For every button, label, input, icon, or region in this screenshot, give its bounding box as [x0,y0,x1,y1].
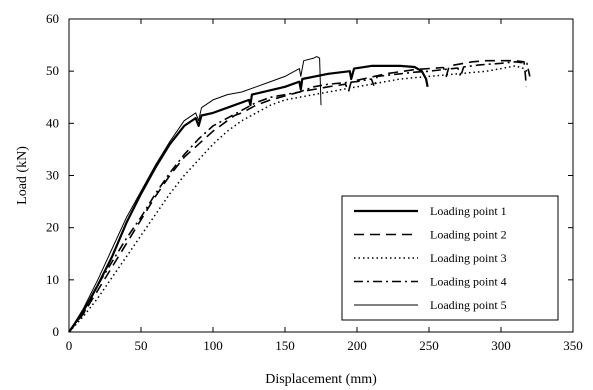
legend-label-3: Loading point 3 [430,251,507,265]
axis-tick-labels: 0 50 100 150 200 250 300 350 0 10 20 30 40 50 60 [46,11,583,353]
x-axis-title: Displacement (mm) [265,372,377,387]
y-tick-label: 30 [46,168,59,183]
y-tick-label: 10 [46,272,59,287]
y-axis-title: Load (kN) [15,146,30,205]
x-tick-label: 50 [135,338,148,353]
series-lines [68,56,531,333]
y-tick-label: 60 [46,11,59,26]
y-tick-label: 20 [46,220,59,235]
x-tick-label: 300 [491,338,511,353]
y-tick-label: 0 [53,324,60,339]
legend-label-2: Loading point 2 [430,228,507,242]
legend-label-1: Loading point 1 [430,204,507,218]
y-tick-label: 50 [46,63,59,78]
x-tick-label: 100 [203,338,223,353]
x-tick-label: 200 [347,338,367,353]
series-line-5 [68,56,322,333]
x-tick-label: 0 [66,338,73,353]
x-tick-label: 150 [275,338,295,353]
series-line-1 [68,64,429,333]
y-tick-label: 40 [46,115,59,130]
legend-label-4: Loading point 4 [430,275,507,289]
legend: Loading point 1 Loading point 2 Loading po… [341,195,559,321]
series-line-4 [68,61,531,333]
x-tick-label: 350 [563,338,583,353]
x-tick-label: 250 [419,338,439,353]
legend-label-5: Loading point 5 [430,298,507,312]
